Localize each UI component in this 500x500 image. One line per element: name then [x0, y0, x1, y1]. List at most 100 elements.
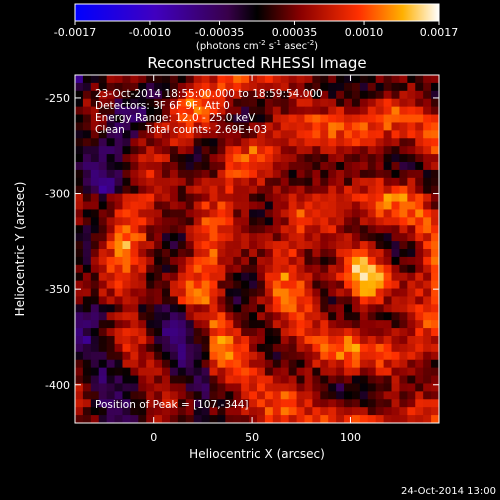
heatmap-cell	[185, 177, 195, 187]
heatmap-cell	[359, 130, 369, 139]
heatmap-cell	[320, 114, 329, 123]
heatmap-cell	[249, 146, 258, 155]
heatmap-cell	[431, 201, 440, 210]
heatmap-cell	[169, 336, 179, 345]
heatmap-cell	[264, 90, 274, 100]
heatmap-cell	[138, 375, 147, 384]
heatmap-cell	[130, 296, 139, 305]
heatmap-cell	[264, 336, 274, 345]
heatmap-cell	[328, 272, 337, 282]
heatmap-cell	[288, 256, 297, 266]
heatmap-cell	[122, 320, 131, 329]
heatmap-cell	[122, 177, 131, 187]
heatmap-cell	[264, 272, 274, 282]
heatmap-cell	[138, 272, 147, 282]
heatmap-cell	[391, 75, 400, 84]
heatmap-cell	[344, 122, 353, 131]
heatmap-cell	[146, 82, 155, 92]
heatmap-cell	[264, 185, 274, 195]
heatmap-cell	[146, 312, 155, 321]
heatmap-cell	[351, 367, 361, 376]
heatmap-cell	[399, 264, 408, 274]
colorbar-ticks: -0.0017 -0.0010 -0.00035 0.00035 0.0010 0.001…	[54, 21, 458, 39]
heatmap-cell	[90, 296, 100, 305]
heatmap-cell	[375, 241, 385, 250]
heatmap-cell	[217, 383, 226, 392]
heatmap-cell	[328, 296, 337, 305]
heatmap-cell	[336, 122, 345, 131]
heatmap-cell	[272, 343, 282, 353]
heatmap-cell	[209, 122, 218, 131]
heatmap-cell	[264, 367, 274, 376]
heatmap-cell	[209, 264, 218, 274]
heatmap-cell	[296, 82, 305, 92]
heatmap-cell	[257, 138, 266, 147]
heatmap-cell	[177, 280, 187, 289]
heatmap-cell	[225, 114, 234, 123]
heatmap-cell	[130, 225, 139, 234]
heatmap-cell	[272, 288, 282, 297]
heatmap-cell	[225, 233, 234, 242]
heatmap-cell	[138, 114, 147, 123]
heatmap-cell	[359, 217, 369, 226]
heatmap-cell	[280, 391, 290, 400]
heatmap-cell	[154, 256, 163, 266]
heatmap-cell	[257, 264, 266, 274]
heatmap-cell	[367, 217, 377, 226]
heatmap-cell	[351, 375, 361, 384]
heatmap-cell	[431, 272, 440, 282]
heatmap-cell	[122, 304, 131, 313]
heatmap-cell	[320, 359, 329, 369]
heatmap-cell	[367, 280, 377, 289]
heatmap-cell	[375, 375, 385, 384]
heatmap-cell	[431, 122, 440, 131]
heatmap-cell	[351, 225, 361, 234]
heatmap-cell	[249, 320, 258, 329]
heatmap-cell	[375, 75, 385, 84]
heatmap-cell	[169, 272, 179, 282]
heatmap-cell	[154, 280, 163, 289]
heatmap-cell	[225, 106, 234, 115]
heatmap-cell	[193, 383, 203, 392]
heatmap-cell	[257, 367, 266, 376]
heatmap-cell	[328, 193, 337, 202]
heatmap-cell	[249, 280, 258, 289]
heatmap-cell	[185, 185, 195, 195]
heatmap-cell	[193, 106, 203, 115]
heatmap-cell	[193, 336, 203, 345]
heatmap-cell	[296, 233, 305, 242]
heatmap-cell	[312, 225, 321, 234]
heatmap-cell	[201, 122, 210, 131]
heatmap-cell	[146, 177, 155, 187]
heatmap-cell	[90, 399, 100, 408]
heatmap-cell	[383, 312, 392, 321]
heatmap-cell	[82, 336, 92, 345]
heatmap-cell	[106, 375, 115, 384]
heatmap-cell	[257, 407, 266, 416]
heatmap-cell	[351, 351, 361, 361]
heatmap-cell	[304, 98, 313, 108]
heatmap-cell	[280, 288, 290, 297]
heatmap-cell	[82, 177, 92, 187]
heatmap-cell	[407, 343, 416, 353]
heatmap-cell	[75, 264, 84, 274]
heatmap-cell	[130, 146, 139, 155]
heatmap-cell	[193, 185, 203, 195]
heatmap-cell	[304, 75, 313, 84]
heatmap-cell	[312, 241, 321, 250]
heatmap-cell	[169, 193, 179, 202]
heatmap-cell	[257, 280, 266, 289]
heatmap-cell	[312, 272, 321, 282]
heatmap-cell	[177, 249, 187, 258]
heatmap-cell	[177, 106, 187, 115]
heatmap-cell	[177, 367, 187, 376]
heatmap-cell	[367, 296, 377, 305]
heatmap-cell	[241, 249, 250, 258]
heatmap-cell	[264, 399, 274, 408]
heatmap-cell	[296, 201, 305, 210]
heatmap-cell	[114, 177, 123, 187]
heatmap-cell	[344, 399, 353, 408]
heatmap-cell	[114, 106, 123, 115]
heatmap-cell	[375, 304, 385, 313]
heatmap-cell	[399, 272, 408, 282]
